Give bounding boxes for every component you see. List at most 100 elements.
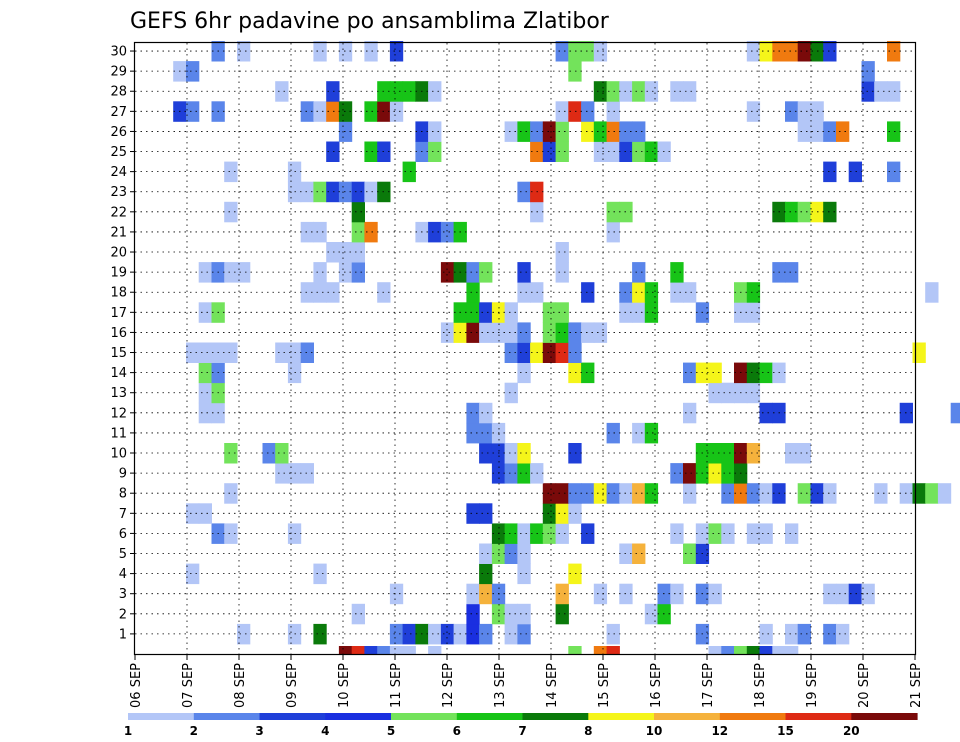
heatmap-cell xyxy=(186,342,200,363)
heatmap-cell xyxy=(772,646,786,654)
heatmap-cell xyxy=(823,483,837,504)
heatmap-cell xyxy=(198,503,212,524)
heatmap-cell xyxy=(428,121,442,142)
y-tick-label: 16 xyxy=(110,326,127,341)
y-tick-label: 12 xyxy=(110,406,127,421)
heatmap-cell xyxy=(721,523,735,544)
heatmap-cell xyxy=(542,302,557,323)
y-tick-label: 23 xyxy=(110,185,127,200)
heatmap-cell xyxy=(797,121,811,142)
heatmap-cell xyxy=(300,463,314,484)
y-tick-label: 21 xyxy=(110,225,127,240)
heatmap-cell xyxy=(823,623,837,645)
heatmap-cell xyxy=(326,282,340,303)
heatmap-cell xyxy=(313,623,327,645)
y-tick-label: 1 xyxy=(119,627,127,642)
heatmap-cell xyxy=(759,402,773,424)
heatmap-cell xyxy=(466,282,480,303)
heatmap-cell xyxy=(555,141,569,162)
heatmap-cell xyxy=(568,443,582,464)
heatmap-cell xyxy=(326,101,340,122)
heatmap-cell xyxy=(338,242,353,263)
y-tick-label: 5 xyxy=(119,547,127,562)
heatmap-cell xyxy=(836,121,850,142)
heatmap-cell xyxy=(606,221,620,243)
heatmap-cell xyxy=(568,41,582,62)
colorbar-label: 1 xyxy=(124,724,132,738)
heatmap-cell xyxy=(581,322,595,343)
y-tick-label: 22 xyxy=(110,205,127,220)
x-tick-label: 07 SEP xyxy=(181,663,196,708)
heatmap-cell xyxy=(479,262,493,283)
heatmap-cell xyxy=(237,623,251,645)
colorbar-segment xyxy=(259,713,326,720)
heatmap-cell xyxy=(644,603,659,625)
heatmap-cell xyxy=(440,221,455,243)
heatmap-cell xyxy=(708,362,722,384)
heatmap-cell xyxy=(721,483,735,504)
heatmap-cell xyxy=(300,221,314,243)
heatmap-cell xyxy=(542,342,557,363)
colorbar-label: 7 xyxy=(518,724,526,738)
heatmap-cell xyxy=(734,646,748,654)
heatmap-cell xyxy=(517,523,531,544)
heatmap-cell xyxy=(479,402,493,424)
heatmap-cell xyxy=(351,242,365,263)
heatmap-cell xyxy=(593,583,608,605)
x-tick-label: 19 SEP xyxy=(805,663,820,708)
heatmap-cell xyxy=(581,483,595,504)
heatmap-cell xyxy=(670,282,684,303)
colorbar-segment xyxy=(654,713,721,720)
heatmap-cell xyxy=(887,41,901,62)
y-tick-label: 24 xyxy=(110,165,127,180)
heatmap-cell xyxy=(632,81,646,102)
heatmap-cell xyxy=(670,463,684,484)
heatmap-cell xyxy=(402,161,416,183)
heatmap-cell xyxy=(300,101,314,122)
heatmap-cell xyxy=(785,623,799,645)
heatmap-cell xyxy=(542,483,557,504)
heatmap-cell xyxy=(504,543,518,564)
heatmap-cell xyxy=(555,523,569,544)
heatmap-cell xyxy=(683,463,697,484)
heatmap-cell xyxy=(632,483,646,504)
heatmap-cell xyxy=(746,362,761,384)
heatmap-cell xyxy=(606,422,620,444)
heatmap-cell xyxy=(708,443,722,464)
x-tick-label: 10 SEP xyxy=(337,663,352,708)
heatmap-cell xyxy=(785,201,799,223)
heatmap-cell xyxy=(568,342,582,363)
heatmap-cell xyxy=(275,342,289,363)
heatmap-cell xyxy=(874,483,888,504)
colorbar-segment xyxy=(128,713,195,720)
heatmap-cell xyxy=(683,362,697,384)
heatmap-cell xyxy=(224,201,238,223)
colorbar-segment xyxy=(522,713,589,720)
heatmap-cell xyxy=(517,463,531,484)
heatmap-cell xyxy=(721,646,735,654)
colorbar-label: 10 xyxy=(646,724,663,738)
heatmap-cell xyxy=(313,563,327,585)
heatmap-cell xyxy=(606,646,620,654)
heatmap-cell xyxy=(504,342,518,363)
heatmap-cell xyxy=(479,623,493,645)
heatmap-cell xyxy=(797,443,811,464)
heatmap-cell xyxy=(759,362,773,384)
heatmap-cell xyxy=(670,523,684,544)
heatmap-cell xyxy=(746,523,761,544)
heatmap-cell xyxy=(759,646,773,654)
colorbar-label: 2 xyxy=(190,724,198,738)
heatmap-cell xyxy=(389,41,404,62)
heatmap-cell xyxy=(313,262,327,283)
heatmap-cell xyxy=(581,362,595,384)
heatmap-cell xyxy=(542,503,557,524)
heatmap-cell xyxy=(797,41,811,62)
heatmap-cell xyxy=(224,161,238,183)
y-tick-label: 13 xyxy=(110,386,127,401)
colorbar-segment xyxy=(588,713,655,720)
heatmap-cell xyxy=(683,81,697,102)
heatmap-cell xyxy=(466,603,480,625)
heatmap-cell xyxy=(593,322,608,343)
colorbar-label: 8 xyxy=(584,724,592,738)
x-tick-label: 20 SEP xyxy=(857,663,872,708)
